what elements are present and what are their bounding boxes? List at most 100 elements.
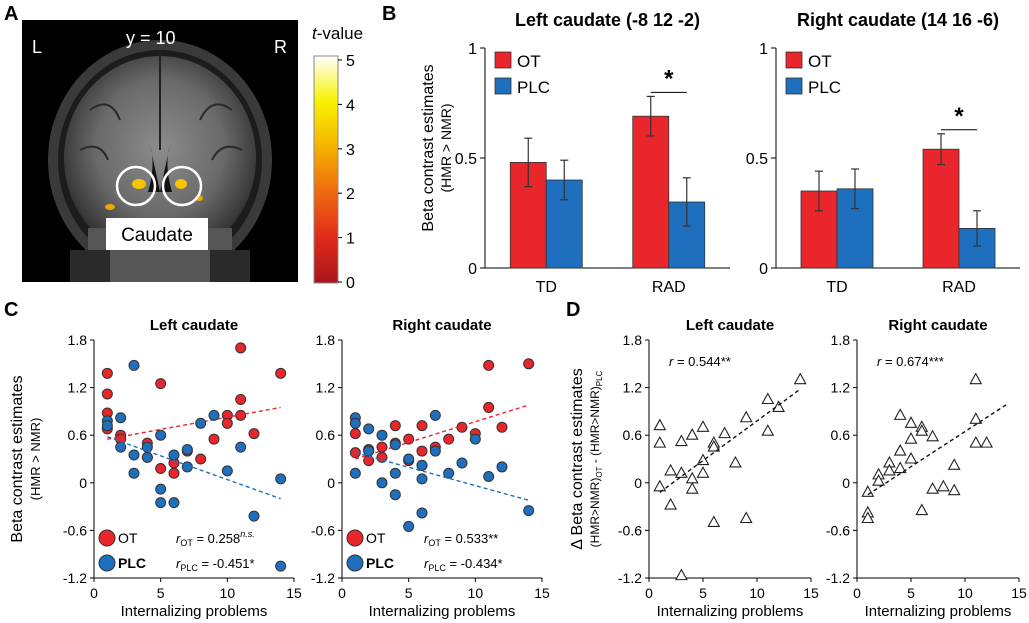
y-label-sub-plc: PLC bbox=[595, 370, 604, 386]
y-axis-label-sub: (HMR > NMR) bbox=[28, 418, 43, 501]
y-axis-label-sub: (HMR > NMR) bbox=[438, 103, 454, 192]
y-tick-label: 0.6 bbox=[831, 427, 851, 443]
legend-label-ot: OT bbox=[808, 52, 832, 71]
point-plc bbox=[483, 470, 495, 482]
point-ot bbox=[155, 378, 167, 390]
point-triangle bbox=[707, 439, 721, 452]
point-triangle bbox=[653, 435, 667, 448]
point-plc bbox=[168, 449, 180, 461]
x-tick-label: 5 bbox=[699, 585, 707, 601]
stat-r-value: = 0.258 bbox=[193, 531, 240, 546]
point-ot bbox=[101, 388, 113, 400]
trend-line-plc bbox=[107, 436, 281, 500]
chart-d-left: Left caudate -1.2 -0.6 0 0.6 1.2 1.8 0 5 10 15 Inte… bbox=[569, 317, 819, 620]
y-tick-label: -0.6 bbox=[826, 522, 850, 538]
x-axis-label: Internalizing problems bbox=[121, 603, 268, 620]
y-tick-label: 0 bbox=[468, 261, 477, 278]
point-ot bbox=[101, 367, 113, 379]
point-plc bbox=[363, 445, 375, 457]
point-triangle bbox=[739, 511, 753, 524]
point-plc bbox=[128, 449, 140, 461]
legend-label-ot: OT bbox=[517, 52, 541, 71]
point-plc bbox=[195, 417, 207, 429]
x-tick-label: 10 bbox=[957, 585, 973, 601]
point-plc bbox=[181, 461, 193, 473]
point-plc bbox=[403, 453, 415, 465]
panel-d: D Left caudate -1.2 -0.6 0 0.6 1.2 1.8 0 5 10 15 In… bbox=[566, 299, 1027, 620]
colorbar-tick-label: 0 bbox=[346, 275, 355, 292]
point-plc bbox=[275, 560, 287, 572]
point-plc bbox=[221, 465, 233, 477]
chart-c-left: Left caudate -1.2 -0.6 0 0.6 1.2 1.8 0 5 10 15 Inte… bbox=[9, 317, 302, 620]
significance-star: * bbox=[664, 65, 674, 92]
point-triangle bbox=[696, 420, 710, 432]
chart-c-right: Right caudate -1.2 -0.6 0 0.6 1.2 1.8 0 5 10 15 Int… bbox=[311, 317, 550, 620]
point-triangle bbox=[893, 443, 907, 456]
y-axis-label: Beta contrast estimates bbox=[420, 64, 437, 231]
y-tick-label: 1.2 bbox=[68, 380, 88, 396]
caudate-label: Caudate bbox=[121, 225, 193, 246]
y-axis-label: Beta contrast estimates bbox=[9, 375, 26, 542]
legend-swatch-plc bbox=[785, 77, 803, 95]
chart-b-right: Right caudate (14 16 -6) 0 0.5 1 TD RAD * OT PLC bbox=[746, 10, 1020, 296]
y-tick-label: 0 bbox=[842, 475, 850, 491]
point-ot bbox=[389, 420, 401, 432]
left-label: L bbox=[32, 37, 42, 57]
x-axis-label: Internalizing problems bbox=[657, 603, 804, 620]
point-ot bbox=[376, 451, 388, 463]
point-plc bbox=[101, 420, 113, 432]
legend-marker-ot bbox=[98, 529, 116, 547]
stat-r-sub: PLC bbox=[428, 563, 446, 573]
stat-r-sub: OT bbox=[180, 538, 193, 548]
stat-r-value: = 0.544** bbox=[673, 354, 730, 369]
y-tick-label: -1.2 bbox=[311, 570, 335, 586]
point-plc bbox=[363, 423, 375, 435]
point-plc bbox=[469, 433, 481, 445]
point-triangle bbox=[969, 435, 983, 448]
x-tick-label: 15 bbox=[534, 585, 550, 601]
y-tick-label: 1.2 bbox=[623, 380, 643, 396]
x-tick-label: 5 bbox=[405, 585, 413, 601]
point-plc bbox=[155, 483, 167, 495]
point-plc bbox=[389, 489, 401, 501]
x-tick-label: 15 bbox=[1011, 585, 1027, 601]
legend-label-plc: PLC bbox=[366, 555, 394, 571]
y-tick-label: 0.5 bbox=[455, 151, 477, 168]
point-triangle bbox=[718, 426, 732, 439]
x-tick-label: 0 bbox=[853, 585, 861, 601]
trend-line-plc bbox=[355, 451, 529, 501]
stat-r: r = 0.544** bbox=[669, 354, 731, 369]
y-tick-label: 1.2 bbox=[316, 380, 336, 396]
stat-r: r = 0.674*** bbox=[877, 354, 944, 369]
stat-r-symbol: r bbox=[176, 531, 181, 546]
stat-r-ot: rOT = 0.533** bbox=[424, 531, 498, 548]
y-tick-label: 0 bbox=[79, 475, 87, 491]
y-tick-label: -0.6 bbox=[618, 522, 642, 538]
x-tick-label: 0 bbox=[645, 585, 653, 601]
stat-r-value: = -0.451* bbox=[198, 556, 255, 571]
point-plc bbox=[523, 505, 535, 517]
x-tick-label: TD bbox=[536, 279, 557, 296]
x-tick-label: 10 bbox=[220, 585, 236, 601]
y-tick-label: 1.8 bbox=[831, 332, 851, 348]
y-tick-label: 1.8 bbox=[316, 332, 336, 348]
y-label-sub-ot: OT bbox=[595, 466, 604, 477]
point-plc bbox=[349, 467, 361, 479]
point-plc bbox=[403, 520, 415, 532]
y-label-part: - (HMR>NMR) bbox=[588, 386, 602, 466]
activation-left bbox=[132, 179, 146, 189]
y-tick-label: -1.2 bbox=[63, 570, 87, 586]
point-triangle bbox=[761, 392, 775, 405]
y-tick-label: 1.2 bbox=[831, 380, 851, 396]
right-label: R bbox=[274, 37, 287, 57]
chart-b-left: Left caudate (-8 12 -2) 0 0.5 1 Beta contras… bbox=[420, 10, 730, 296]
point-triangle bbox=[904, 432, 918, 444]
point-triangle bbox=[904, 451, 918, 464]
point-ot bbox=[195, 453, 207, 465]
x-tick-label: 0 bbox=[338, 585, 346, 601]
legend-label-plc: PLC bbox=[517, 78, 550, 97]
point-plc bbox=[429, 409, 441, 421]
legend-label-plc: PLC bbox=[808, 78, 841, 97]
y-tick-label: -1.2 bbox=[618, 570, 642, 586]
